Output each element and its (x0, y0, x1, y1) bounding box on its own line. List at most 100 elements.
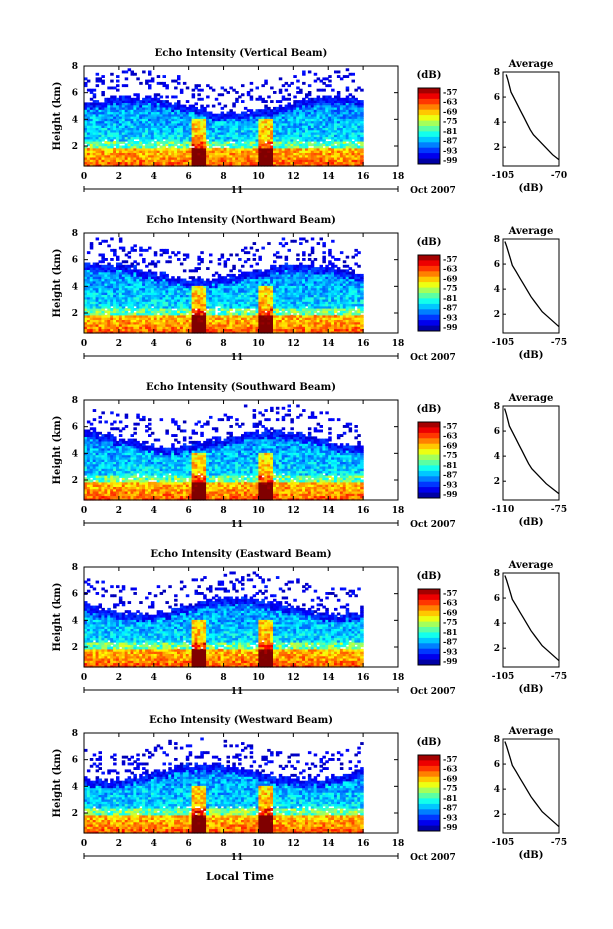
heatmap-cell (299, 106, 303, 110)
heatmap-cell (162, 129, 166, 133)
heatmap-cell (275, 120, 280, 124)
heatmap-cell (171, 136, 175, 140)
heatmap-cell (290, 129, 294, 133)
heatmap-cell (182, 152, 187, 156)
heatmap-cell (101, 127, 105, 131)
heatmap-cell (249, 152, 254, 156)
heatmap-cell (243, 127, 248, 131)
heatmap-cell (243, 111, 248, 115)
heatmap-cell (142, 127, 146, 131)
heatmap-cell (249, 159, 254, 163)
heatmap-cell (101, 134, 105, 138)
heatmap-cell (133, 104, 137, 108)
heatmap-cell (188, 127, 193, 131)
heatmap-cell (307, 138, 312, 142)
heatmap-cell (296, 163, 300, 167)
heatmap-cell (104, 106, 108, 110)
heatmap-cell (194, 156, 198, 160)
heatmap-cell (284, 118, 289, 122)
heatmap-cell (255, 127, 259, 131)
heatmap-cell (150, 106, 155, 110)
heatmap-cell (104, 129, 108, 133)
heatmap-cell (92, 147, 97, 151)
heatmap-cell (275, 154, 280, 158)
heatmap-cell (232, 156, 236, 160)
heatmap-cell (287, 111, 291, 115)
heatmap-cell (313, 152, 318, 156)
heatmap-cell (209, 143, 213, 147)
heatmap-cell (153, 116, 158, 119)
heatmap-cell (145, 127, 149, 131)
heatmap-cell (84, 136, 88, 140)
heatmap-cell (200, 154, 204, 158)
heatmap-cell (243, 125, 248, 128)
heatmap-cell (238, 95, 242, 99)
heatmap-cell (305, 113, 309, 117)
heatmap-cell (136, 159, 140, 163)
heatmap-cell (130, 104, 134, 108)
heatmap-cell (159, 145, 164, 149)
heatmap-cell (241, 127, 245, 131)
heatmap-cell (171, 79, 175, 83)
heatmap-cell (229, 159, 233, 163)
heatmap-cell (258, 116, 262, 119)
heatmap-cell (273, 141, 277, 144)
heatmap-cell (159, 100, 164, 103)
heatmap-cell (139, 120, 143, 124)
heatmap-cell (171, 138, 175, 142)
heatmap-cell (302, 156, 306, 160)
heatmap-cell (145, 111, 149, 115)
heatmap-cell (124, 129, 129, 133)
heatmap-cell (177, 131, 181, 135)
heatmap-cell (113, 106, 117, 110)
heatmap-cell (101, 122, 105, 126)
heatmap-cell (258, 269, 262, 273)
heatmap-cell (223, 129, 228, 133)
heatmap-cell (296, 109, 300, 113)
heatmap-cell (116, 138, 120, 142)
heatmap-cell (188, 118, 193, 122)
heatmap-cell (89, 91, 94, 94)
heatmap-cell (275, 100, 280, 103)
heatmap-cell (159, 131, 164, 135)
heatmap-cell (214, 141, 219, 144)
heatmap-cell (334, 150, 338, 153)
heatmap-cell (293, 125, 297, 128)
heatmap-cell (84, 129, 88, 133)
heatmap-cell (200, 161, 204, 165)
heatmap-cell (113, 102, 117, 106)
heatmap-cell (310, 163, 315, 167)
heatmap-cell (136, 97, 140, 101)
heatmap-cell (127, 147, 132, 151)
heatmap-cell (194, 116, 198, 119)
heatmap-cell (267, 111, 271, 115)
heatmap-cell (148, 100, 152, 103)
heatmap-cell (261, 113, 265, 117)
heatmap-cell (319, 127, 323, 131)
heatmap-cell (118, 125, 123, 128)
heatmap-cell (316, 136, 321, 140)
heatmap-cell (95, 134, 100, 138)
heatmap-cell (255, 156, 259, 160)
heatmap-cell (188, 141, 193, 144)
heatmap-cell (319, 106, 323, 110)
heatmap-cell (281, 113, 286, 117)
heatmap-cell (214, 129, 219, 133)
heatmap-cell (261, 122, 265, 126)
heatmap-cell (220, 276, 225, 280)
average-x-tick-label: -70 (551, 171, 567, 181)
heatmap-cell (179, 145, 184, 149)
heatmap-cell (116, 118, 120, 122)
heatmap-cell (197, 88, 201, 92)
heatmap-cell (162, 134, 166, 138)
heatmap-cell (226, 113, 230, 117)
heatmap-cell (258, 152, 262, 156)
heatmap-cell (296, 159, 300, 163)
heatmap-cell (290, 125, 294, 128)
heatmap-cell (110, 141, 114, 144)
heatmap-cell (220, 120, 225, 124)
heatmap-cell (305, 161, 309, 165)
heatmap-cell (145, 136, 149, 140)
heatmap-cell (258, 141, 262, 144)
